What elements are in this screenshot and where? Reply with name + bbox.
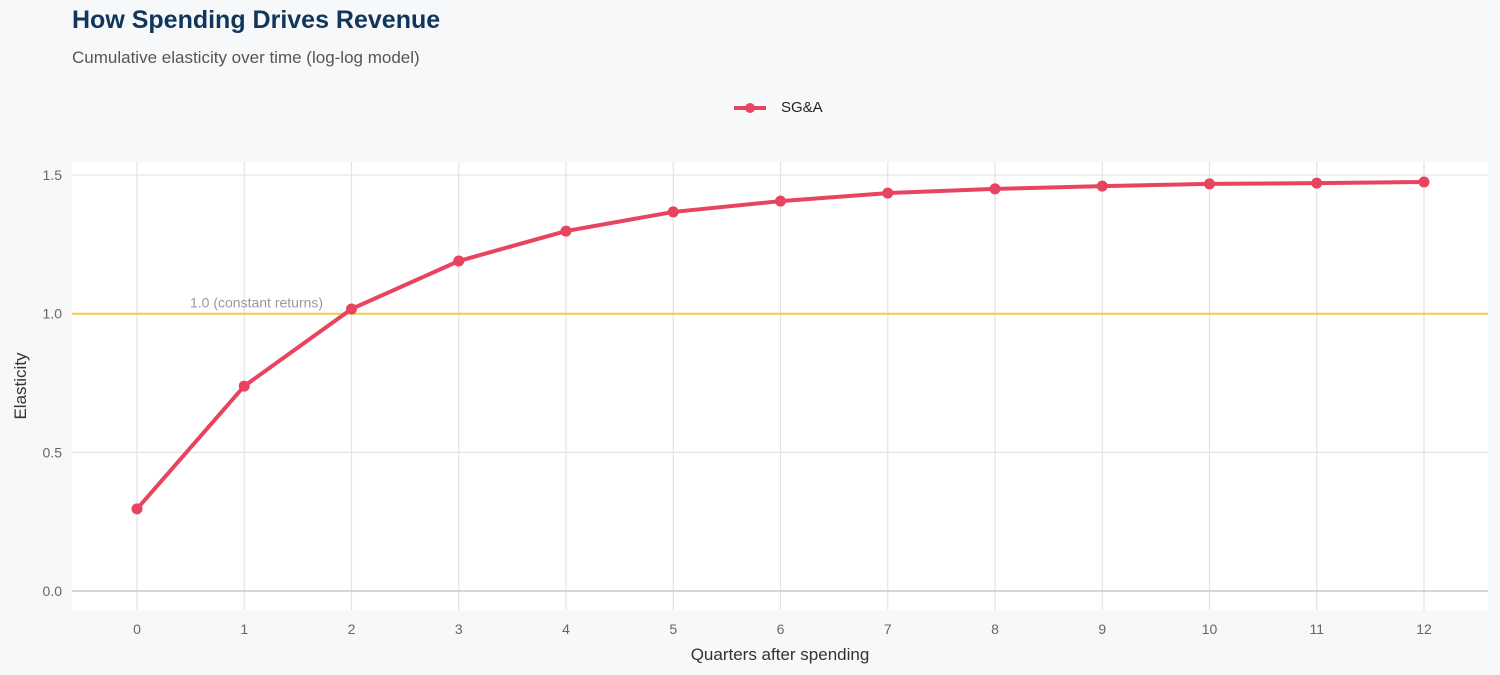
- y-tick-label: 0.5: [43, 444, 63, 460]
- x-tick-label: 4: [562, 621, 570, 637]
- x-tick-label: 12: [1416, 621, 1432, 637]
- data-point: [775, 195, 786, 207]
- x-tick-label: 0: [133, 621, 141, 637]
- data-point: [238, 380, 250, 392]
- data-point: [989, 183, 1001, 195]
- x-axis-label: Quarters after spending: [691, 645, 870, 664]
- data-point: [1311, 177, 1323, 189]
- x-tick-label: 2: [348, 621, 356, 637]
- data-point: [882, 187, 894, 199]
- plot-panel: [72, 162, 1488, 610]
- x-tick-label: 7: [884, 621, 892, 637]
- x-tick-label: 9: [1098, 621, 1106, 637]
- legend-swatch-icon: [734, 102, 766, 113]
- y-tick-label: 1.0: [43, 306, 63, 322]
- x-tick-label: 10: [1202, 621, 1218, 637]
- data-point: [1204, 178, 1215, 190]
- x-tick-label: 1: [240, 621, 248, 637]
- data-point: [131, 503, 143, 515]
- x-tick-label: 5: [669, 621, 677, 637]
- data-point: [346, 303, 357, 315]
- legend: SG&A: [733, 99, 823, 116]
- data-point: [453, 255, 465, 267]
- data-point: [667, 206, 679, 218]
- x-tick-label: 11: [1309, 621, 1324, 637]
- chart-title: How Spending Drives Revenue: [72, 6, 441, 34]
- reference-line-label: 1.0 (constant returns): [190, 295, 323, 311]
- y-axis-label: Elasticity: [11, 352, 30, 420]
- data-point: [1418, 176, 1430, 188]
- data-point: [1096, 180, 1108, 192]
- x-tick-label: 3: [455, 621, 463, 637]
- legend-label: SG&A: [781, 99, 823, 116]
- y-tick-label: 1.5: [43, 167, 63, 183]
- x-tick-label: 8: [991, 621, 999, 637]
- data-point: [560, 225, 572, 237]
- x-tick-label: 6: [777, 621, 785, 637]
- series-line: [135, 179, 1425, 511]
- y-tick-label: 0.0: [43, 583, 63, 599]
- chart-subtitle: Cumulative elasticity over time (log-log…: [72, 48, 420, 67]
